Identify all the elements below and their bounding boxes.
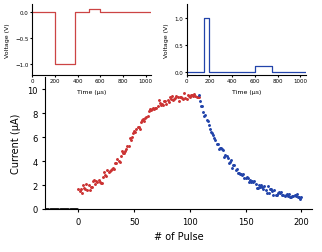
Y-axis label: Current (μA): Current (μA)	[11, 114, 21, 174]
X-axis label: Time (μs): Time (μs)	[232, 89, 261, 94]
Y-axis label: Voltage (V): Voltage (V)	[164, 23, 169, 57]
Y-axis label: Voltage (V): Voltage (V)	[5, 23, 10, 57]
X-axis label: # of Pulse: # of Pulse	[154, 231, 204, 241]
X-axis label: Time (μs): Time (μs)	[77, 89, 107, 94]
